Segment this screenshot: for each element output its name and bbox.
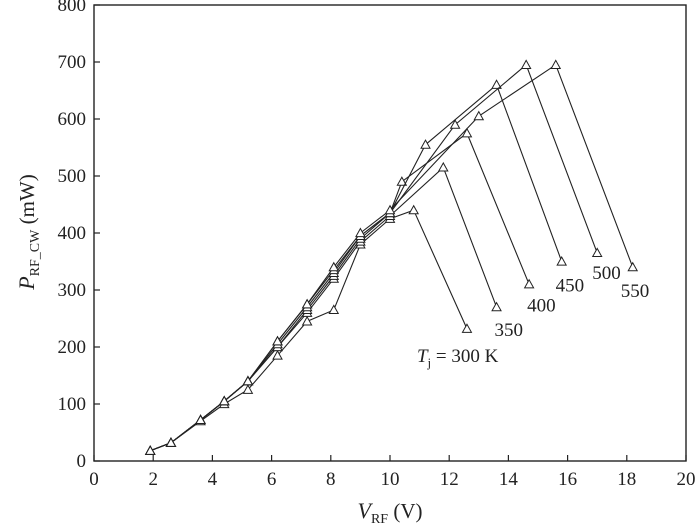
y-axis-title: PRF_CW (mW) — [14, 174, 43, 291]
series-label: 500 — [592, 263, 621, 284]
data-point-marker — [461, 323, 473, 333]
series-line — [150, 63, 598, 452]
x-axis-title-sub: RF — [371, 512, 388, 527]
x-tick-label: 20 — [677, 469, 696, 490]
data-point-marker — [328, 304, 340, 315]
series-500: 500 — [144, 59, 621, 455]
data-point-marker — [408, 204, 420, 215]
series-line — [150, 209, 468, 452]
data-point-marker — [461, 127, 473, 138]
series-label: 350 — [495, 320, 524, 341]
series-label-main: T — [417, 346, 429, 367]
x-tick-label: 0 — [89, 469, 99, 490]
data-point-marker — [491, 301, 502, 312]
x-tick-label: 14 — [499, 469, 519, 490]
series-label: Tj = 300 K — [417, 346, 499, 370]
data-point-marker — [165, 437, 177, 447]
series-label: 450 — [556, 276, 585, 297]
data-point-marker — [556, 255, 568, 266]
x-tick-label: 2 — [148, 469, 158, 490]
data-point-marker — [195, 414, 206, 425]
series-line — [150, 83, 563, 452]
data-point-marker — [242, 375, 254, 386]
data-point-marker — [384, 204, 396, 215]
plot-frame — [93, 4, 687, 462]
y-axis-title-main: P — [14, 276, 39, 290]
y-tick-label: 0 — [77, 451, 87, 472]
data-point-marker — [355, 227, 366, 238]
data-point-marker — [242, 384, 254, 394]
data-point-marker — [473, 110, 485, 121]
series-line — [150, 166, 498, 452]
data-point-marker — [591, 247, 603, 258]
y-tick-label: 800 — [58, 0, 87, 16]
series-label: 550 — [621, 281, 650, 302]
x-axis-title: VRF (V) — [358, 498, 423, 527]
y-tick-label: 600 — [58, 109, 87, 130]
data-point-marker — [520, 59, 532, 69]
y-tick-label: 400 — [58, 223, 87, 244]
ticks-layer: 0 2 4 6 8 10 12 14 16 18 2001002003004005006007008… — [58, 0, 696, 490]
y-tick-label: 100 — [58, 394, 87, 415]
x-tick-label: 6 — [267, 469, 277, 490]
x-tick-label: 18 — [617, 469, 636, 490]
x-tick-label: 16 — [558, 469, 577, 490]
series-300-K: Tj = 300 K — [144, 204, 499, 455]
data-point-marker — [627, 261, 639, 272]
x-tick-label: 10 — [381, 469, 400, 490]
series-400: 400 — [144, 127, 556, 455]
x-tick-label: 4 — [208, 469, 218, 490]
y-tick-label: 700 — [58, 52, 87, 73]
series-line — [150, 132, 530, 452]
data-point-marker — [550, 59, 562, 69]
y-tick-label: 500 — [58, 166, 87, 187]
y-tick-label: 300 — [58, 280, 87, 301]
x-tick-label: 12 — [440, 469, 459, 490]
series-label: 400 — [527, 295, 556, 316]
x-axis-title-main: V — [358, 498, 374, 523]
data-point-marker — [301, 315, 313, 326]
data-point-marker — [437, 161, 449, 172]
data-point-marker — [491, 79, 502, 89]
data-point-marker — [328, 261, 340, 272]
data-point-marker — [420, 139, 431, 149]
series-450: 450 — [144, 79, 585, 455]
series-550: 550 — [144, 59, 650, 455]
data-point-marker — [301, 298, 313, 309]
data-point-marker — [449, 119, 461, 129]
y-axis-title-sub: RF_CW — [28, 229, 43, 276]
data-point-marker — [218, 395, 230, 406]
series-label-sub: j — [427, 355, 432, 370]
data-point-marker — [272, 335, 283, 346]
y-axis-title-unit: (mW) — [15, 174, 39, 229]
series-label-text: = 300 K — [431, 346, 498, 367]
y-tick-label: 200 — [58, 337, 87, 358]
data-point-marker — [144, 445, 156, 455]
data-point-marker — [523, 278, 535, 289]
data-point-marker — [272, 350, 283, 360]
x-tick-label: 8 — [326, 469, 336, 490]
x-axis-title-unit: (V) — [388, 499, 422, 523]
data-point-marker — [396, 176, 408, 186]
